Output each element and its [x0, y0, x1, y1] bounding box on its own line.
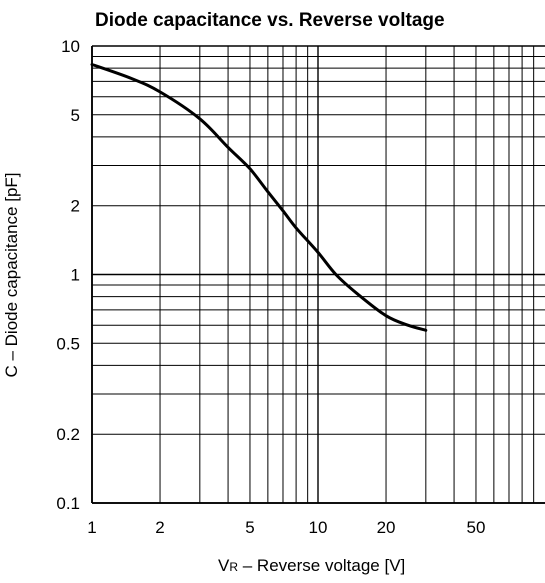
- x-tick-label: 10: [309, 518, 328, 537]
- x-axis-label-subscript: R: [229, 560, 238, 574]
- y-axis-label: C – Diode capacitance [pF]: [2, 172, 21, 377]
- y-tick-label: 0.2: [56, 425, 80, 444]
- x-axis-label-text: – Reverse voltage [V]: [238, 556, 405, 575]
- y-tick-label: 2: [71, 197, 80, 216]
- x-axis-label-symbol: V: [218, 556, 230, 575]
- grid: [91, 45, 545, 504]
- y-tick-label: 10: [61, 37, 80, 56]
- x-tick-label: 1: [87, 518, 96, 537]
- y-tick-label: 5: [71, 106, 80, 125]
- tick-labels: 1 2 5 10 20 50 10 5 2 1 0.5 0.2 0.1: [56, 37, 485, 537]
- x-tick-label: 5: [245, 518, 254, 537]
- chart-title: Diode capacitance vs. Reverse voltage: [95, 10, 445, 31]
- y-tick-label: 0.1: [56, 494, 80, 513]
- y-tick-label: 0.5: [56, 334, 80, 353]
- y-tick-label: 1: [71, 266, 80, 285]
- series-layer: [90, 63, 428, 332]
- x-axis-label: VR – Reverse voltage [V]: [218, 556, 405, 575]
- x-tick-label: 2: [155, 518, 164, 537]
- x-tick-label: 50: [467, 518, 486, 537]
- series-line: [90, 63, 428, 332]
- x-tick-label: 20: [377, 518, 396, 537]
